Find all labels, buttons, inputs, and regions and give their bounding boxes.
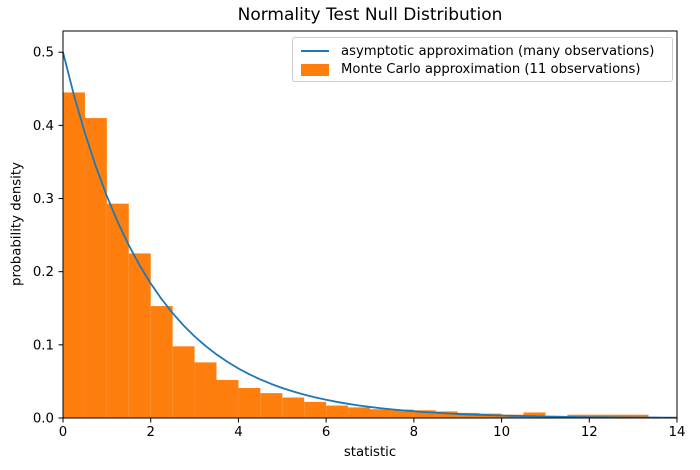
histogram-bar — [150, 306, 173, 418]
histogram-bar — [633, 414, 649, 418]
histogram-bar — [523, 412, 546, 418]
axes-spines — [62, 30, 678, 419]
histogram-bar — [260, 393, 283, 418]
patch-swatch-icon — [301, 63, 331, 76]
y-tick-label: 0.1 — [33, 338, 54, 353]
y-tick-label: 0.5 — [33, 46, 54, 61]
x-tick-label: 10 — [493, 425, 510, 440]
histogram-bar — [282, 397, 305, 418]
histogram-bar — [172, 346, 195, 418]
histogram-bar — [84, 118, 107, 419]
histogram-bar — [326, 405, 349, 418]
histogram-bar — [435, 411, 458, 418]
x-tick-label: 14 — [669, 425, 686, 440]
legend-label-asymptotic: asymptotic approximation (many observati… — [341, 43, 655, 59]
histogram-bar — [348, 407, 370, 418]
y-tick-label: 0.0 — [33, 412, 54, 427]
histogram-bar — [106, 203, 129, 418]
x-tick-label: 6 — [322, 425, 330, 440]
legend-item-asymptotic: asymptotic approximation (many observati… — [301, 42, 664, 61]
histogram-bar — [238, 388, 261, 418]
x-tick-label: 8 — [410, 425, 418, 440]
histogram-bar — [611, 414, 634, 418]
histogram-bar — [370, 409, 392, 418]
legend: asymptotic approximation (many observati… — [292, 37, 673, 82]
legend-label-montecarlo: Monte Carlo approximation (11 observatio… — [341, 62, 641, 78]
y-tick-label: 0.2 — [33, 265, 54, 280]
asymptotic-curve — [62, 51, 678, 419]
line-swatch-icon — [301, 50, 331, 53]
x-tick-label: 12 — [581, 425, 598, 440]
y-tick-label: 0.4 — [33, 119, 54, 134]
histogram-bar — [413, 410, 436, 418]
histogram-bar — [128, 253, 151, 418]
histogram-bar — [391, 409, 414, 418]
x-tick-label: 2 — [146, 425, 154, 440]
histogram-bar — [63, 92, 85, 419]
y-tick-label: 0.3 — [33, 192, 54, 207]
legend-item-montecarlo: Monte Carlo approximation (11 observatio… — [301, 61, 664, 80]
x-tick-label: 0 — [59, 425, 67, 440]
histogram-bar — [457, 412, 480, 418]
x-tick-label: 4 — [234, 425, 242, 440]
histogram-bar — [304, 401, 327, 418]
histogram-bar — [216, 379, 239, 418]
histogram-bar — [194, 362, 217, 418]
chart-title: Normality Test Null Distribution — [237, 5, 503, 25]
x-axis-label: statistic — [343, 445, 397, 460]
y-axis-label: probability density — [9, 162, 25, 286]
